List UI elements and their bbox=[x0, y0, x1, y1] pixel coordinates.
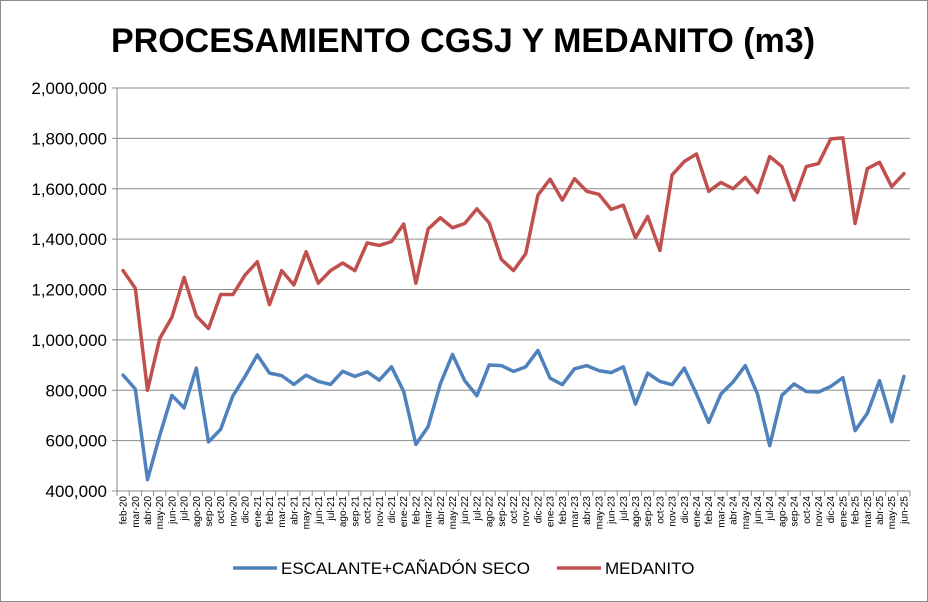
x-tick-label: may-24 bbox=[741, 496, 752, 530]
x-tick-label: ene-22 bbox=[399, 496, 410, 528]
y-tick-label: 1,600,000 bbox=[31, 180, 107, 199]
x-tick-label: sep-24 bbox=[790, 496, 801, 527]
x-tick-label: jul-21 bbox=[326, 496, 337, 522]
x-tick-label: abr-24 bbox=[729, 496, 740, 525]
x-tick-labels: feb-20 mar-20 abr-20 may-20 jun-20 jul-20 ago-… bbox=[119, 496, 911, 530]
x-tick-label: abr-25 bbox=[875, 496, 886, 525]
x-tick-label: mar-22 bbox=[424, 496, 435, 528]
x-tick-label: oct-21 bbox=[363, 496, 374, 524]
x-tick-label: mar-25 bbox=[863, 496, 874, 528]
x-tick-label: jun-20 bbox=[167, 496, 178, 525]
x-tick-label: jun-22 bbox=[460, 496, 471, 525]
x-tick-label: jul-24 bbox=[765, 496, 776, 522]
x-tick-label: dic-23 bbox=[680, 496, 691, 524]
x-tick-label: feb-21 bbox=[265, 496, 276, 525]
y-tick-label: 1,000,000 bbox=[31, 331, 107, 350]
x-tick-label: oct-22 bbox=[509, 496, 520, 524]
legend-label-medanito: MEDANITO bbox=[605, 559, 694, 578]
axes bbox=[116, 88, 911, 496]
x-tick-label: nov-21 bbox=[375, 496, 386, 527]
gridlines bbox=[112, 87, 910, 492]
x-tick-label: sep-23 bbox=[643, 496, 654, 527]
x-tick-label: jun-21 bbox=[314, 496, 325, 525]
series-line-medanito bbox=[121, 136, 906, 392]
x-tick-label: may-21 bbox=[302, 496, 313, 530]
legend-label-escalante: ESCALANTE+CAÑADÓN SECO bbox=[281, 559, 530, 578]
x-tick-label: abr-20 bbox=[143, 496, 154, 525]
legend: ESCALANTE+CAÑADÓN SECO MEDANITO bbox=[233, 559, 694, 578]
x-tick-label: may-23 bbox=[594, 496, 605, 530]
x-tick-label: may-22 bbox=[448, 496, 459, 530]
x-tick-label: sep-22 bbox=[497, 496, 508, 527]
x-tick-label: jul-20 bbox=[180, 496, 191, 522]
x-tick-label: ago-24 bbox=[777, 496, 788, 528]
y-tick-label: 800,000 bbox=[46, 381, 107, 400]
x-tick-label: feb-24 bbox=[704, 496, 715, 525]
x-tick-label: feb-23 bbox=[558, 496, 569, 525]
y-tick-label: 1,400,000 bbox=[31, 230, 107, 249]
x-tick-label: dic-24 bbox=[826, 496, 837, 524]
x-tick-label: may-20 bbox=[155, 496, 166, 530]
x-tick-label: ene-24 bbox=[692, 496, 703, 528]
y-tick-label: 600,000 bbox=[46, 432, 107, 451]
x-tick-label: dic-20 bbox=[241, 496, 252, 524]
series-line-escalante bbox=[121, 348, 906, 482]
x-tick-label: sep-20 bbox=[204, 496, 215, 527]
x-tick-label: oct-23 bbox=[655, 496, 666, 524]
x-tick-label: mar-20 bbox=[131, 496, 142, 528]
x-tick-label: dic-21 bbox=[387, 496, 398, 524]
y-tick-label: 1,200,000 bbox=[31, 281, 107, 300]
x-tick-label: ago-22 bbox=[485, 496, 496, 528]
x-tick-label: mar-21 bbox=[277, 496, 288, 528]
x-tick-label: mar-24 bbox=[716, 496, 727, 528]
y-tick-label: 2,000,000 bbox=[31, 79, 107, 98]
x-tick-label: nov-23 bbox=[668, 496, 679, 527]
x-tick-label: sep-21 bbox=[350, 496, 361, 527]
x-tick-label: nov-22 bbox=[521, 496, 532, 527]
x-tick-label: mar-23 bbox=[570, 496, 581, 528]
x-tick-label: feb-22 bbox=[411, 496, 422, 525]
x-tick-label: jun-25 bbox=[899, 496, 910, 525]
x-tick-label: ago-20 bbox=[192, 496, 203, 528]
x-tick-label: abr-23 bbox=[582, 496, 593, 525]
x-tick-label: ago-21 bbox=[338, 496, 349, 528]
x-tick-label: nov-20 bbox=[228, 496, 239, 527]
x-tick-label: jul-22 bbox=[472, 496, 483, 522]
y-tick-label: 400,000 bbox=[46, 482, 107, 501]
x-tick-label: abr-22 bbox=[436, 496, 447, 525]
x-tick-label: ene-25 bbox=[838, 496, 849, 528]
x-tick-label: ago-23 bbox=[631, 496, 642, 528]
x-tick-label: oct-20 bbox=[216, 496, 227, 524]
x-tick-label: dic-22 bbox=[533, 496, 544, 524]
x-tick-label: jun-24 bbox=[753, 496, 764, 525]
x-tick-label: oct-24 bbox=[802, 496, 813, 524]
x-tick-label: feb-20 bbox=[119, 496, 130, 525]
x-tick-label: nov-24 bbox=[814, 496, 825, 527]
x-tick-label: feb-25 bbox=[851, 496, 862, 525]
y-tick-label: 1,800,000 bbox=[31, 129, 107, 148]
series-lines bbox=[121, 136, 906, 482]
x-tick-label: ene-21 bbox=[253, 496, 264, 528]
chart-title: PROCESAMIENTO CGSJ Y MEDANITO (m3) bbox=[111, 22, 815, 60]
x-tick-label: ene-23 bbox=[546, 496, 557, 528]
x-tick-label: may-25 bbox=[887, 496, 898, 530]
x-tick-label: jul-23 bbox=[619, 496, 630, 522]
x-tick-label: jun-23 bbox=[607, 496, 618, 525]
x-tick-label: abr-21 bbox=[289, 496, 300, 525]
y-tick-labels: 400,000 600,000 800,000 1,000,000 1,200,000 1… bbox=[31, 79, 107, 501]
